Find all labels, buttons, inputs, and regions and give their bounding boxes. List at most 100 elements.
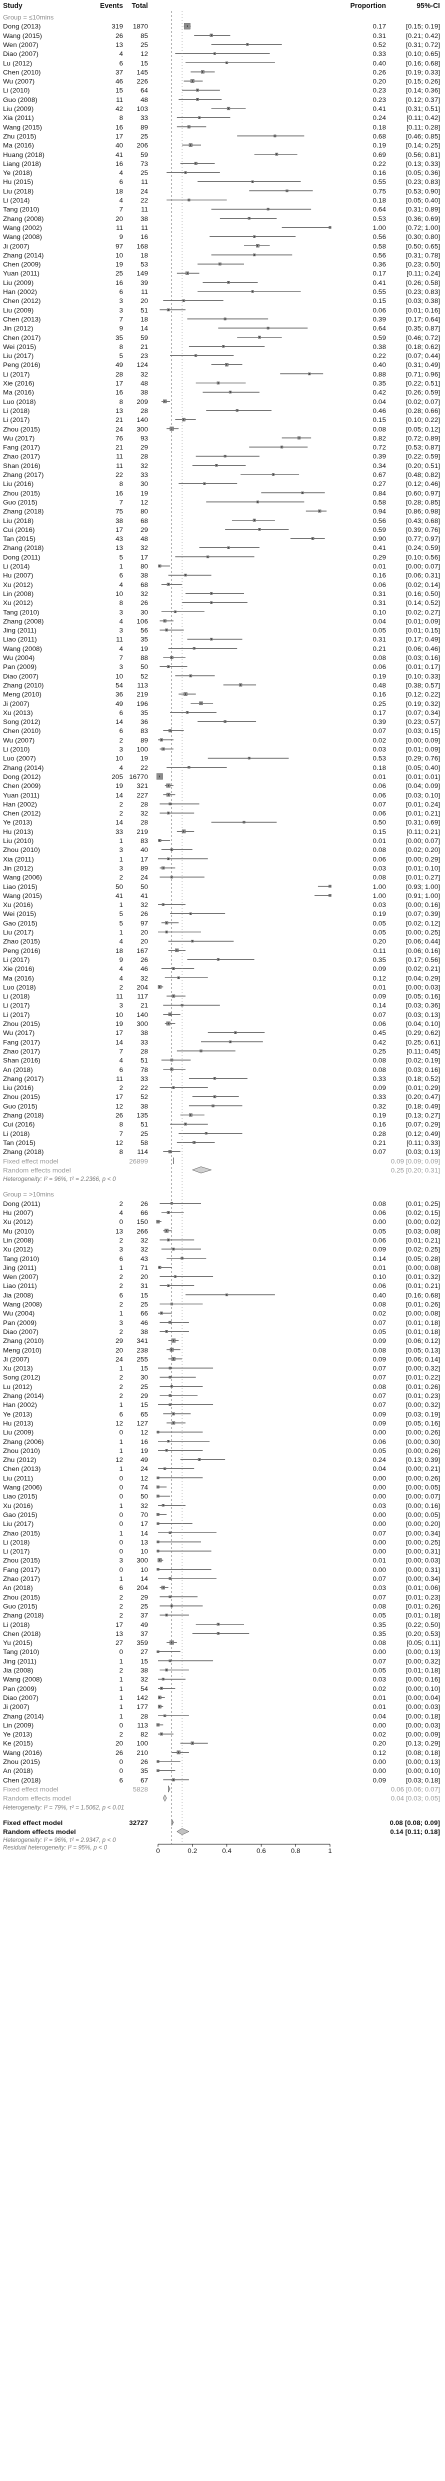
study-name: Chen (2013) [3, 316, 41, 323]
ci-value: [0.10; 0.33] [406, 673, 440, 680]
proportion-value: 0.08 [373, 655, 386, 662]
events-value: 12 [115, 1457, 123, 1464]
study-name: Zhang (2018) [3, 1613, 44, 1620]
total-value: 22 [140, 1085, 148, 1092]
proportion-value: 0.06 [373, 1439, 386, 1446]
total-value: 97 [140, 920, 148, 927]
study-name: Liao (2011) [3, 637, 37, 644]
proportion-value: 0.07 [373, 1149, 386, 1156]
study-name: Chen (2010) [3, 728, 41, 735]
ci-value: [0.00; 0.29] [406, 856, 440, 863]
total-value: 113 [137, 1722, 148, 1729]
total-value: 14 [140, 326, 148, 333]
total-value: 32 [140, 902, 148, 909]
total-value: 20 [140, 930, 148, 937]
study-name: Gao (2015) [3, 1512, 37, 1519]
header-study: Study [3, 3, 23, 10]
total-value: 22 [140, 198, 148, 205]
study-name: Pan (2009) [3, 664, 37, 671]
events-value: 10 [115, 756, 123, 763]
study-name: Diao (2007) [3, 51, 39, 58]
proportion-value: 1.00 [373, 884, 386, 891]
subgroup-random-effects-diamond [191, 1166, 212, 1174]
proportion-value: 0.32 [373, 1103, 386, 1110]
subgroup-random-effects-estimate: 0.25 [0.20; 0.31] [391, 1167, 440, 1174]
total-value: 28 [140, 454, 148, 461]
proportion-value: 0.56 [373, 518, 386, 525]
study-name: Hu (2013) [3, 1420, 33, 1427]
total-value: 73 [140, 161, 148, 168]
total-value: 28 [140, 820, 148, 827]
events-value: 1 [119, 1704, 123, 1711]
total-value: 1870 [133, 24, 148, 31]
events-value: 13 [115, 1228, 123, 1235]
events-value: 11 [116, 97, 123, 104]
events-value: 0 [119, 1722, 123, 1729]
study-name: Tang (2010) [3, 207, 39, 214]
events-value: 33 [115, 829, 123, 836]
proportion-value: 0.10 [373, 609, 386, 616]
total-value: 140 [137, 417, 149, 424]
ci-value: [0.11; 0.21] [406, 829, 440, 836]
study-name: Zhang (2010) [3, 682, 44, 689]
total-value: 11 [141, 207, 148, 214]
proportion-value: 0.48 [373, 682, 386, 689]
total-value: 341 [137, 1338, 149, 1345]
total-value: 196 [137, 701, 149, 708]
total-value: 51 [140, 1122, 148, 1129]
study-name: Ma (2016) [3, 143, 34, 150]
total-value: 28 [140, 1713, 148, 1720]
overall-fixed-effect-label: Fixed effect model [3, 1820, 63, 1827]
events-value: 12 [115, 1420, 123, 1427]
ci-value: [0.00; 0.09] [406, 1732, 440, 1739]
total-value: 15 [140, 60, 148, 67]
proportion-value: 0.26 [373, 69, 386, 76]
ci-value: [0.29; 0.62] [406, 1030, 440, 1037]
events-value: 2 [119, 737, 123, 744]
events-value: 319 [112, 24, 124, 31]
study-name: Li (2017) [3, 957, 30, 964]
ci-value: [0.11; 0.33] [406, 1140, 440, 1147]
total-value: 32 [140, 463, 148, 470]
study-name: Li (2018) [3, 1539, 30, 1546]
total-value: 71 [140, 1265, 148, 1272]
ci-value: [0.00; 0.13] [406, 1649, 440, 1656]
proportion-value: 0.59 [373, 335, 386, 342]
ci-value: [0.48; 0.82] [406, 472, 440, 479]
ci-value: [0.01; 0.01] [406, 774, 440, 781]
events-value: 40 [115, 143, 123, 150]
total-value: 43 [140, 1256, 148, 1263]
proportion-value: 0.56 [373, 234, 386, 241]
ci-value: [0.06; 0.46] [406, 646, 440, 653]
ci-value: [0.03; 0.13] [406, 1149, 440, 1156]
proportion-value: 0.07 [373, 728, 386, 735]
study-name: Pan (2009) [3, 1686, 37, 1693]
total-value: 68 [140, 582, 148, 589]
events-value: 12 [115, 1103, 123, 1110]
ci-value: [0.00; 0.26] [406, 1430, 440, 1437]
study-name: Chen (2012) [3, 811, 41, 818]
proportion-value: 0.25 [373, 701, 386, 708]
events-value: 3 [119, 628, 123, 635]
events-value: 1 [119, 1686, 123, 1693]
events-value: 1 [119, 902, 123, 909]
total-value: 32 [140, 371, 148, 378]
total-value: 206 [137, 143, 149, 150]
ci-value: [0.11; 0.42] [406, 115, 440, 122]
study-name: Peng (2016) [3, 362, 40, 369]
study-name: Chen (2017) [3, 335, 41, 342]
events-value: 3 [119, 847, 123, 854]
total-value: 74 [140, 1485, 148, 1492]
total-value: 10 [140, 1567, 148, 1574]
header-total: Total [132, 3, 148, 10]
ci-value: [0.01; 0.26] [406, 1384, 440, 1391]
ci-value: [0.00; 0.07] [406, 838, 440, 845]
events-value: 1 [119, 1466, 123, 1473]
total-value: 13 [140, 1539, 148, 1546]
study-name: Chen (2010) [3, 69, 41, 76]
events-value: 1 [119, 1265, 123, 1272]
proportion-value: 0.39 [373, 454, 386, 461]
axis-tick-label: 0.4 [222, 1848, 232, 1855]
proportion-value: 0.17 [373, 710, 386, 717]
events-value: 8 [119, 1149, 123, 1156]
